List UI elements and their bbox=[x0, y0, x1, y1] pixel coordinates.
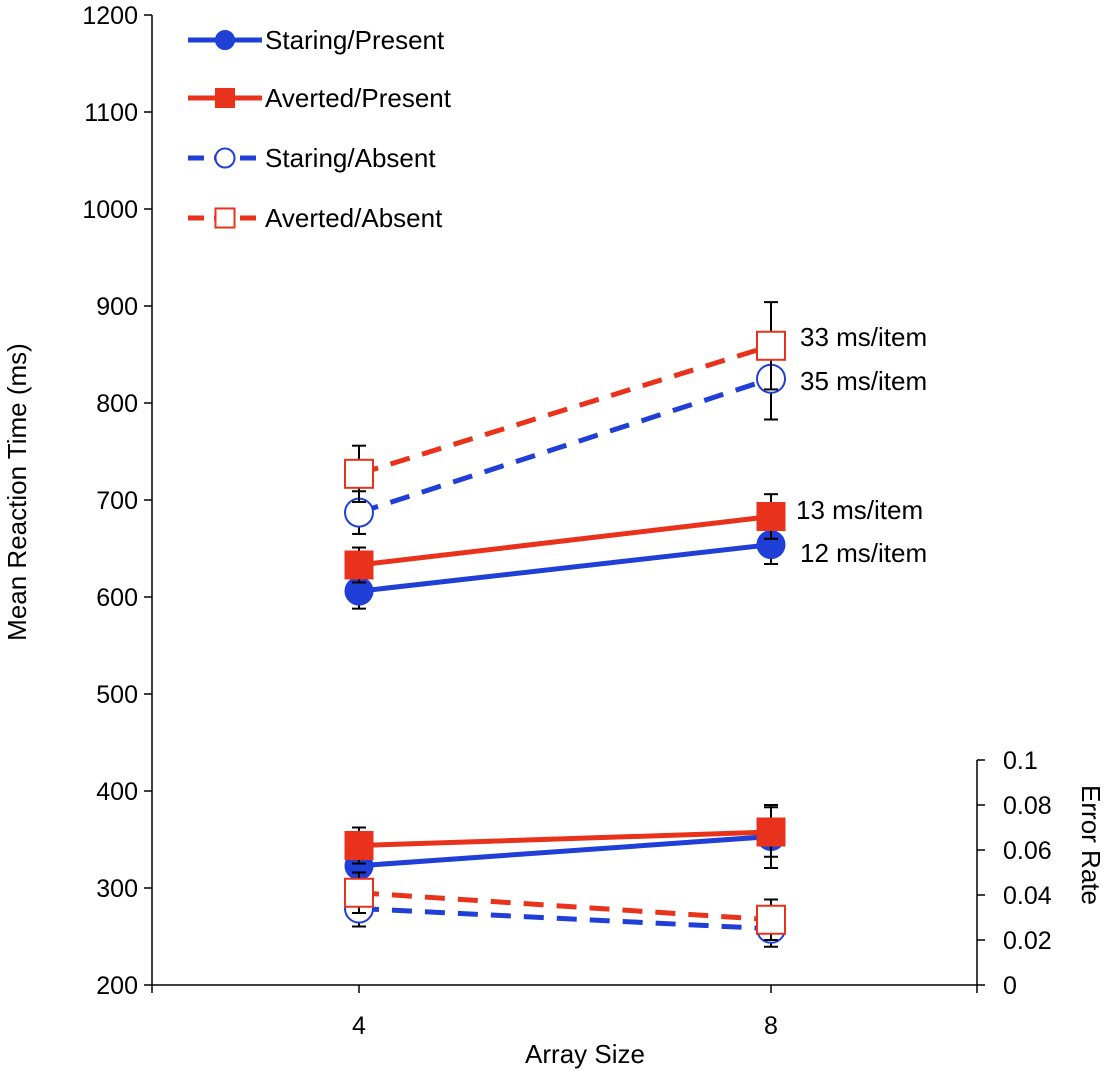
data-point bbox=[756, 817, 786, 847]
y-tick-label: 1100 bbox=[84, 99, 138, 127]
slope-annotation: 33 ms/item bbox=[800, 322, 927, 352]
data-point bbox=[214, 87, 236, 109]
x-tick-label: 4 bbox=[352, 1012, 366, 1040]
data-point bbox=[214, 207, 236, 229]
error-tick-label: 0.06 bbox=[1003, 837, 1052, 865]
y-tick-label: 500 bbox=[96, 681, 138, 709]
rt-plot-area: 12 ms/item 13 ms/item 35 ms/item 33 ms/item bbox=[344, 301, 927, 610]
series-line bbox=[358, 542, 772, 594]
y-tick-label: 600 bbox=[96, 584, 138, 612]
legend-label: Averted/Present bbox=[265, 83, 452, 113]
y-tick-label: 400 bbox=[96, 778, 138, 806]
series-line bbox=[358, 829, 772, 848]
data-point bbox=[756, 904, 786, 935]
error-axis-title: Error Rate bbox=[1076, 785, 1106, 905]
slope-annotation: 12 ms/item bbox=[800, 538, 927, 568]
y-tick-label: 700 bbox=[96, 487, 138, 515]
error-tick-label: 0.08 bbox=[1003, 792, 1052, 820]
slope-annotation: 35 ms/item bbox=[800, 366, 927, 396]
y-tick-label: 300 bbox=[96, 875, 138, 903]
error-tick-label: 0.1 bbox=[1003, 747, 1038, 775]
data-point bbox=[344, 550, 374, 580]
axes: 200 300 400 500 600 700 800 900 1000 1100 1200 4 8 0 0… bbox=[82, 2, 1051, 1040]
y-tick-label: 800 bbox=[96, 390, 138, 418]
data-point bbox=[344, 831, 374, 860]
x-tick-label: 8 bbox=[764, 1012, 778, 1040]
slope-annotation: 13 ms/item bbox=[796, 495, 923, 525]
y-tick-label: 900 bbox=[96, 293, 138, 321]
data-point bbox=[756, 501, 786, 531]
series-line bbox=[358, 834, 772, 869]
y-tick-label: 1000 bbox=[82, 196, 138, 224]
data-point bbox=[214, 29, 236, 51]
error-plot-area bbox=[344, 804, 786, 948]
data-point bbox=[344, 877, 374, 908]
data-point bbox=[214, 147, 236, 169]
y-tick-label: 200 bbox=[96, 972, 138, 1000]
legend-label: Staring/Absent bbox=[265, 143, 436, 173]
error-tick-label: 0.04 bbox=[1003, 882, 1052, 910]
series-line bbox=[358, 514, 772, 568]
legend: Staring/Present Averted/Present Staring/Ab… bbox=[188, 25, 452, 233]
data-point bbox=[756, 330, 786, 361]
series-line bbox=[358, 343, 772, 477]
x-axis-title: Array Size bbox=[525, 1039, 645, 1069]
error-tick-label: 0.02 bbox=[1003, 927, 1052, 955]
series-line bbox=[358, 376, 772, 515]
series-line bbox=[358, 906, 772, 932]
y-tick-label: 1200 bbox=[82, 2, 138, 30]
error-tick-label: 0 bbox=[1003, 972, 1017, 1000]
legend-label: Averted/Absent bbox=[265, 203, 443, 233]
data-point bbox=[344, 458, 374, 489]
legend-label: Staring/Present bbox=[265, 25, 445, 55]
y-axis-title: Mean Reaction Time (ms) bbox=[2, 343, 32, 641]
series-line bbox=[358, 890, 772, 923]
